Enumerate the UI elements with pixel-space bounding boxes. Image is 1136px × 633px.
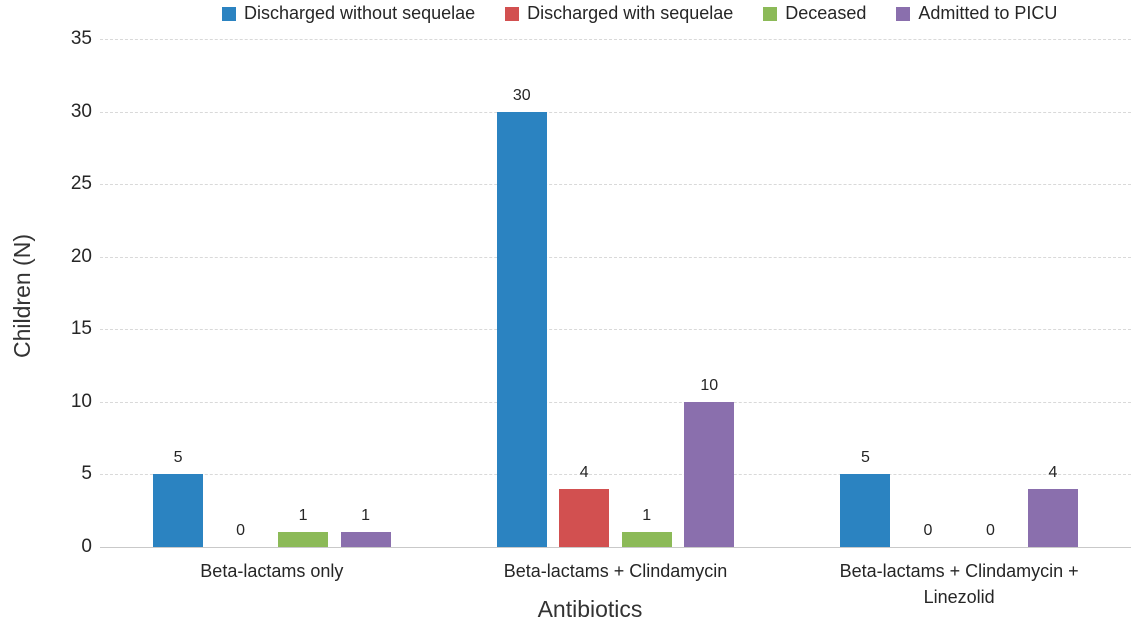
legend-label: Discharged without sequelae [244, 3, 476, 23]
x-category-label: Beta-lactams + Clindamycin [451, 558, 781, 584]
gridline [100, 184, 1131, 186]
legend: Discharged without sequelae Discharged wi… [222, 3, 1057, 24]
bar-admitted-to-picu [684, 401, 735, 547]
bar-deceased [278, 532, 329, 547]
x-category-label: Beta-lactams only [107, 558, 437, 584]
x-category-label-line: Beta-lactams + Clindamycin [503, 561, 728, 581]
value-label: 4 [1048, 463, 1058, 481]
gridline [100, 256, 1131, 258]
gridline [100, 329, 1131, 331]
bar-discharged-with-sequelae [559, 488, 610, 547]
legend-label: Discharged with sequelae [527, 3, 734, 23]
y-tick-label: 35 [70, 28, 92, 49]
y-tick-label: 15 [70, 318, 92, 340]
value-label: 0 [985, 522, 995, 539]
legend-swatch-icon [222, 6, 236, 21]
x-category-label-line: Linezolid [923, 587, 995, 607]
bar-discharged-without-sequelae [153, 474, 204, 547]
gridline [100, 111, 1131, 113]
value-label: 1 [298, 507, 308, 525]
gridline [100, 474, 1131, 476]
legend-item-1: Discharged without sequelae [222, 3, 475, 24]
value-label: 10 [700, 376, 719, 394]
value-label: 4 [579, 463, 589, 481]
legend-item-2: Discharged with sequelae [505, 3, 733, 24]
legend-item-4: Admitted to PICU [896, 3, 1057, 24]
y-tick-label: 10 [70, 390, 92, 412]
x-axis-line [100, 547, 1131, 548]
x-category-label-line: Beta-lactams only [200, 561, 344, 581]
x-axis-title: Antibiotics [537, 596, 643, 622]
value-label: 1 [361, 507, 371, 525]
bar-admitted-to-picu [1027, 488, 1078, 547]
x-category-label-line: Beta-lactams + Clindamycin + [839, 561, 1079, 581]
legend-swatch-icon [505, 6, 520, 21]
y-tick-label: 25 [70, 173, 92, 195]
value-label: 5 [173, 449, 183, 467]
legend-swatch-icon [763, 6, 778, 21]
gridline [100, 39, 1131, 40]
value-label: 1 [642, 507, 652, 525]
bar-discharged-without-sequelae [496, 111, 547, 547]
legend-item-3: Deceased [763, 3, 866, 24]
gridline [100, 401, 1131, 403]
x-category-label: Beta-lactams + Clindamycin + Linezolid [794, 558, 1124, 610]
legend-swatch-icon [896, 6, 911, 21]
y-tick-label: 0 [81, 536, 92, 557]
bar-deceased [621, 532, 672, 547]
legend-label: Admitted to PICU [918, 3, 1058, 23]
y-tick-label: 30 [70, 100, 92, 122]
value-label: 0 [236, 522, 246, 539]
value-label: 30 [512, 86, 531, 104]
y-tick-label: 20 [70, 245, 92, 267]
legend-label: Deceased [785, 3, 867, 23]
y-tick-label: 5 [81, 463, 92, 485]
bar-discharged-without-sequelae [840, 474, 891, 547]
bar-admitted-to-picu [340, 532, 391, 547]
value-label: 5 [860, 449, 870, 467]
value-label: 0 [923, 522, 933, 539]
